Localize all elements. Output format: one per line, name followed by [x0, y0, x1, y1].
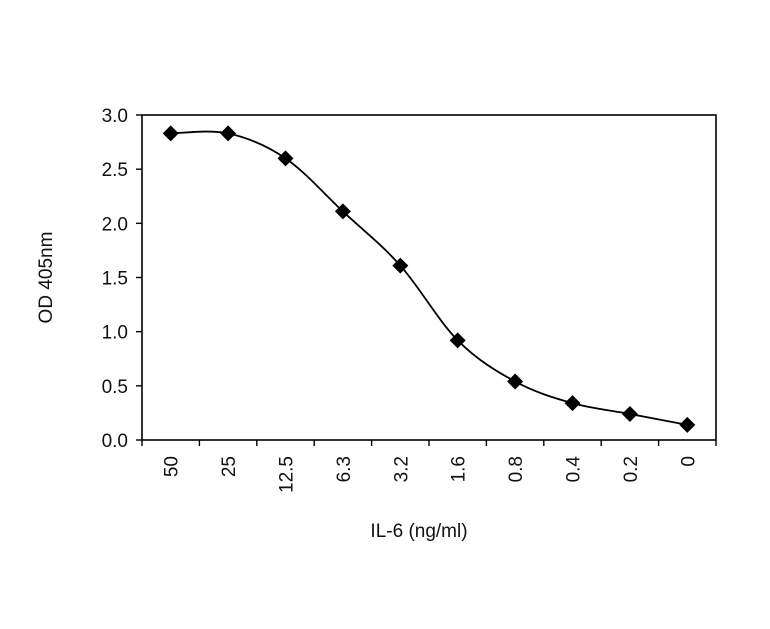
plot-area-frame	[141, 114, 717, 441]
data-point-diamond	[507, 373, 524, 390]
x-axis: 50 25 12.5 6.3 3.2 1.6 0.8 0.4 0.2 0	[141, 440, 717, 493]
data-point-diamond	[564, 395, 581, 412]
data-point-diamond	[220, 125, 237, 142]
x-tick-label: 25	[219, 456, 240, 477]
x-tick-label: 6.3	[334, 456, 355, 482]
x-axis-title: IL-6 (ng/ml)	[370, 521, 467, 542]
data-point-diamond	[162, 125, 179, 142]
data-point-diamond	[449, 332, 466, 349]
x-tick-label: 12.5	[277, 456, 298, 493]
y-tick-label: 0.5	[102, 377, 128, 398]
y-tick-label: 2.5	[102, 160, 128, 181]
series-line	[170, 130, 688, 426]
data-point-diamond	[621, 406, 638, 422]
y-tick-label: 2.0	[102, 214, 128, 235]
x-tick-label: 0.8	[506, 456, 527, 482]
y-tick-label: 1.5	[102, 269, 128, 290]
y-tick-label: 3.0	[102, 106, 128, 127]
data-point-diamond	[277, 150, 294, 167]
x-tick-label: 0.4	[564, 456, 585, 483]
y-axis-title: OD 405nm	[36, 232, 57, 324]
x-tick-label: 1.6	[449, 456, 470, 482]
y-tick-label: 1.0	[102, 323, 128, 344]
x-tick-label: 0	[678, 456, 699, 467]
x-tick-label: 50	[162, 456, 183, 477]
data-point-diamond	[679, 416, 696, 433]
data-point-diamond	[334, 203, 351, 220]
x-tick-label: 0.2	[621, 456, 642, 482]
y-tick-label: 0.0	[102, 431, 128, 452]
x-tick-label: 3.2	[391, 456, 412, 482]
data-point-diamond	[392, 257, 409, 274]
series-layer	[162, 125, 696, 433]
y-axis: 0.0 0.5 1.0 1.5 2.0 2.5 3.0	[102, 106, 142, 452]
